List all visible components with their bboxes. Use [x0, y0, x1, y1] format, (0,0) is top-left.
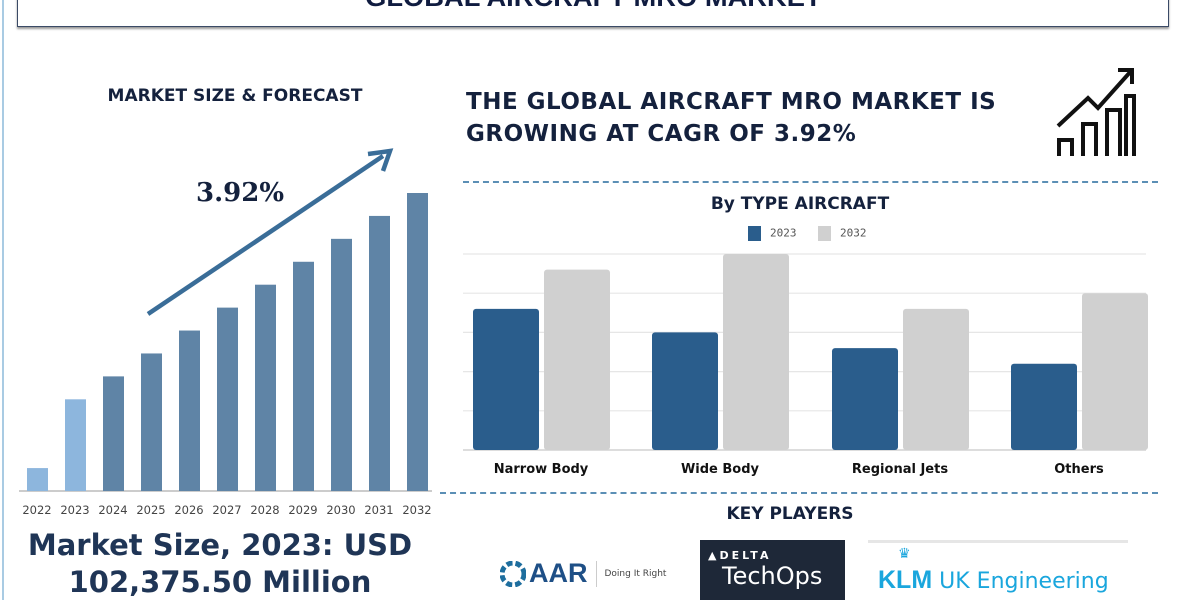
legend-swatch [818, 226, 831, 241]
bar-regional-jets-2023 [832, 348, 898, 450]
legend-swatch [748, 226, 761, 241]
aar-logo: AAR Doing It Right [500, 558, 666, 589]
x-tick-label: 2022 [22, 503, 52, 517]
bar-others-2032 [1082, 293, 1148, 450]
bar-2031 [369, 215, 390, 491]
crown-icon: ♛ [898, 546, 911, 562]
delta-logo: ▲DELTA TechOps [700, 540, 845, 600]
growth-arrow [146, 154, 385, 316]
aar-emblem-icon [500, 560, 526, 587]
bar-2029 [293, 261, 314, 491]
category-label: Wide Body [680, 462, 760, 477]
bar-2032 [407, 193, 428, 491]
bar-2023 [65, 399, 86, 491]
bar-2030 [331, 238, 352, 491]
chart-title: By TYPE AIRCRAFT [710, 194, 890, 214]
x-tick-label: 2024 [98, 503, 128, 517]
x-tick-label: 2029 [288, 503, 318, 517]
x-tick-label: 2027 [212, 503, 242, 517]
klm-logo: ♛ KLM UK Engineering [878, 546, 1109, 595]
divider [463, 181, 1158, 183]
bar-2024 [103, 376, 124, 491]
title-box: GLOBAL AIRCRAFT MRO MARKET [17, 0, 1169, 27]
bar-2022 [27, 468, 48, 491]
logo-text: DELTA [719, 549, 772, 562]
x-tick-label: 2023 [60, 503, 90, 517]
section-title: MARKET SIZE & FORECAST [107, 86, 363, 106]
x-tick-label: 2028 [250, 503, 280, 517]
market-size-line: Market Size, 2023: USD [27, 528, 413, 562]
legend-label: 2032 [840, 226, 867, 240]
logo-text: KLM [878, 566, 933, 594]
x-tick-label: 2030 [326, 503, 356, 517]
category-label: Regional Jets [851, 462, 949, 477]
bar-narrow-body-2032 [544, 269, 610, 450]
x-tick-label: 2032 [402, 503, 432, 517]
divider [868, 540, 1128, 543]
category-label: Narrow Body [493, 462, 589, 477]
bar-regional-jets-2032 [903, 308, 969, 450]
x-tick-label: 2026 [174, 503, 204, 517]
logo-tagline: Doing It Right [604, 568, 667, 579]
growth-chart-icon [1056, 68, 1136, 156]
logo-sub: UK Engineering [939, 569, 1109, 594]
divider [440, 492, 1158, 494]
bar-2028 [255, 284, 276, 491]
bar-2026 [179, 330, 200, 491]
bar-wide-body-2023 [652, 332, 718, 450]
category-label: Others [1054, 462, 1104, 477]
x-tick-label: 2031 [364, 503, 394, 517]
bar-2027 [217, 307, 238, 491]
bar-others-2023 [1011, 363, 1077, 450]
key-players-title: KEY PLAYERS [726, 504, 854, 524]
market-size-line: 102,375.50 Million [68, 565, 372, 599]
logo-sub: TechOps [722, 562, 823, 590]
bar-2025 [141, 353, 162, 491]
type-chart [463, 253, 1148, 451]
bar-wide-body-2032 [723, 254, 789, 450]
legend-item-2023: 2023 [748, 226, 797, 241]
arrow-head-icon [367, 148, 394, 172]
cagr-label: 3.92% [196, 178, 285, 208]
legend-label: 2023 [770, 226, 797, 240]
legend-item-2032: 2032 [818, 226, 867, 241]
headline-line: GROWING AT CAGR OF 3.92% [466, 121, 857, 147]
forecast-chart [19, 148, 432, 492]
left-border [2, 0, 4, 600]
headline: THE GLOBAL AIRCRAFT MRO MARKET IS GROWING… [466, 86, 996, 150]
headline-line: THE GLOBAL AIRCRAFT MRO MARKET IS [466, 89, 997, 115]
page-title: GLOBAL AIRCRAFT MRO MARKET [365, 0, 821, 10]
logo-text: AAR [529, 558, 588, 588]
bar-narrow-body-2023 [473, 308, 539, 450]
x-tick-label: 2025 [136, 503, 166, 517]
